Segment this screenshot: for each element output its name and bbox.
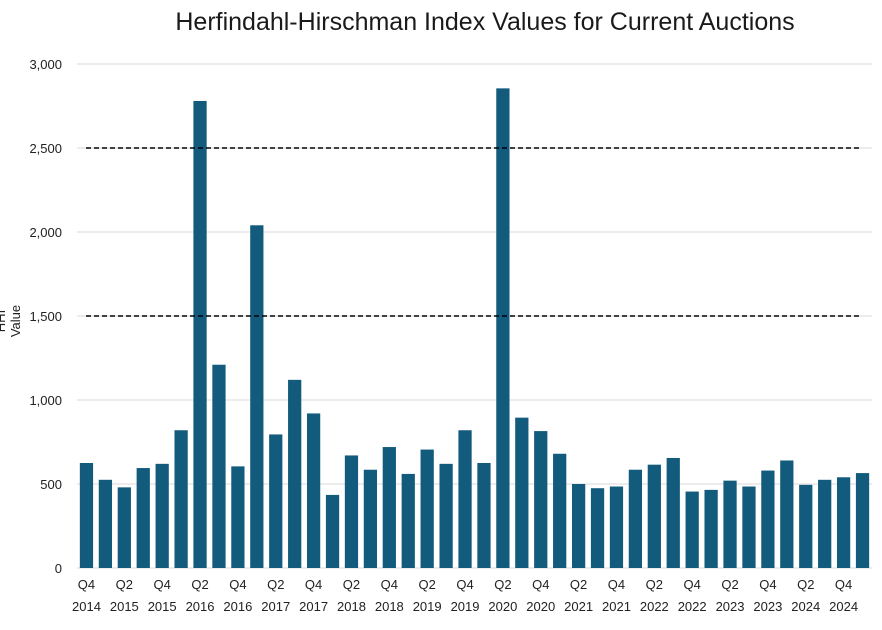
x-tick-year: 2019	[413, 599, 442, 614]
bar	[818, 479, 832, 568]
y-tick-label: 2,500	[29, 141, 62, 156]
x-tick-year: 2017	[261, 599, 290, 614]
bar	[761, 470, 775, 568]
bar	[155, 463, 169, 568]
x-tick-quarter: Q2	[343, 577, 360, 592]
x-tick-quarter: Q2	[267, 577, 284, 592]
bar	[534, 431, 548, 568]
x-tick-year: 2015	[110, 599, 139, 614]
bar	[382, 447, 396, 568]
x-tick-quarter: Q2	[191, 577, 208, 592]
bar	[666, 457, 680, 568]
x-tick-year: 2016	[186, 599, 215, 614]
bar	[325, 494, 340, 568]
bar	[685, 491, 699, 568]
bar	[269, 434, 283, 568]
x-tick-quarter: Q4	[456, 577, 473, 592]
x-tick-quarter: Q2	[494, 577, 511, 592]
bar	[420, 449, 434, 568]
x-tick-quarter: Q4	[154, 577, 171, 592]
x-tick-quarter: Q4	[532, 577, 549, 592]
bar	[628, 469, 643, 568]
bar	[496, 88, 510, 569]
x-tick-year: 2021	[564, 599, 593, 614]
bar	[553, 453, 567, 568]
y-tick-label: 500	[40, 477, 62, 492]
x-tick-quarter: Q4	[835, 577, 852, 592]
bar	[609, 486, 624, 568]
bar	[590, 488, 605, 568]
bar	[117, 487, 131, 568]
chart-title: Herfindahl-Hirschman Index Values for Cu…	[175, 8, 795, 36]
x-tick-quarter: Q4	[759, 577, 776, 592]
x-tick-quarter: Q2	[646, 577, 663, 592]
bar	[704, 489, 718, 568]
bar	[193, 100, 207, 569]
x-tick-year: 2020	[488, 599, 517, 614]
x-tick-year: 2018	[337, 599, 366, 614]
x-tick-year: 2022	[678, 599, 707, 614]
x-tick-quarter: Q4	[684, 577, 701, 592]
x-tick-quarter: Q4	[305, 577, 322, 592]
x-tick-year: 2024	[791, 599, 820, 614]
bar	[212, 364, 226, 568]
x-tick-quarter: Q2	[721, 577, 738, 592]
bars	[79, 88, 870, 569]
x-tick-year: 2015	[148, 599, 177, 614]
y-tick-label: 1,500	[29, 309, 62, 324]
bar	[723, 480, 737, 568]
x-tick-year: 2016	[223, 599, 252, 614]
y-tick-label: 1,000	[29, 393, 62, 408]
y-tick-label: 0	[55, 561, 62, 576]
x-tick-year: 2022	[640, 599, 669, 614]
y-tick-label: 2,000	[29, 225, 62, 240]
bar	[136, 468, 150, 568]
x-tick-year: 2019	[451, 599, 480, 614]
bar	[174, 430, 188, 568]
bar	[515, 417, 529, 568]
bar	[780, 460, 794, 568]
bar	[288, 379, 302, 568]
x-tick-quarter: Q4	[381, 577, 398, 592]
bar	[250, 225, 264, 568]
y-tick-labels: 0 500 1,000 1,500 2,000 2,500 3,000	[29, 57, 62, 576]
bar	[647, 464, 661, 568]
x-tick-quarter: Q2	[797, 577, 814, 592]
x-tick-year: 2014	[72, 599, 101, 614]
bar	[79, 463, 94, 568]
bar	[363, 469, 378, 568]
x-tick-labels: Q4 2014 Q2 2015 Q4 2015 Q2 2016 Q4 2016 Q2 2017 Q4 20…	[72, 577, 858, 614]
x-tick-year: 2023	[716, 599, 745, 614]
bar	[477, 463, 491, 568]
bar	[458, 430, 472, 568]
bar	[836, 477, 851, 568]
x-tick-quarter: Q4	[229, 577, 246, 592]
bar	[799, 484, 813, 568]
x-tick-year: 2020	[526, 599, 555, 614]
bar	[98, 479, 113, 568]
bar	[231, 466, 245, 568]
x-tick-year: 2017	[299, 599, 328, 614]
x-tick-quarter: Q2	[570, 577, 587, 592]
x-tick-quarter: Q2	[116, 577, 133, 592]
x-tick-year: 2024	[829, 599, 858, 614]
bar	[439, 463, 453, 568]
bar	[401, 473, 415, 568]
bar	[855, 473, 870, 568]
x-tick-quarter: Q2	[419, 577, 436, 592]
x-tick-year: 2021	[602, 599, 631, 614]
bar	[344, 455, 359, 568]
x-tick-year: 2018	[375, 599, 404, 614]
x-tick-quarter: Q4	[608, 577, 625, 592]
bar	[571, 484, 586, 568]
y-tick-label: 3,000	[29, 57, 62, 72]
bar	[306, 413, 321, 568]
bar	[742, 486, 756, 568]
reference-lines	[86, 147, 862, 317]
x-tick-quarter: Q4	[78, 577, 95, 592]
x-tick-year: 2023	[753, 599, 782, 614]
